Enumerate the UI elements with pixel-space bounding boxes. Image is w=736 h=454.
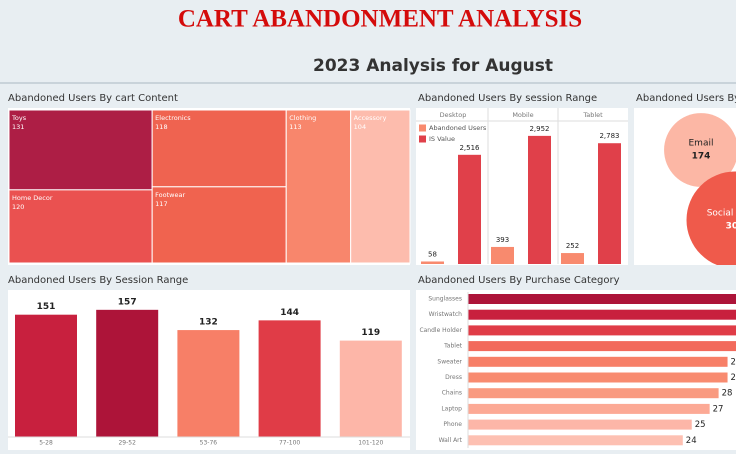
chart-title: Abandoned Users By Session Range (8, 275, 188, 286)
legend-swatch (419, 135, 426, 143)
bubble-label: Social Media (707, 209, 736, 219)
bar (561, 253, 584, 264)
legend-label: IS Value (429, 135, 455, 143)
cell-label: Home Decor (12, 194, 53, 202)
y-tick-label: Phone (443, 421, 462, 428)
y-tick-label: Candle Holder (419, 327, 462, 334)
chart: Desktop 58 2,516 Mobile 393 2,952 Tablet 252 2,7… (416, 108, 628, 264)
chart: Sunglasses35Wristwatch33Candle Holder32T… (419, 292, 736, 448)
bar (468, 388, 719, 399)
bar (468, 325, 736, 336)
bar (468, 309, 736, 320)
legend-swatch (419, 124, 426, 132)
bar (468, 403, 710, 414)
cell-label: Toys (11, 114, 27, 122)
bubble-value: 174 (692, 152, 711, 162)
x-tick-label: 5-28 (39, 440, 53, 447)
bar-label: 25 (695, 420, 706, 430)
cell-value: 120 (12, 203, 24, 211)
chart: 151 5-28 157 29-52 132 53-76 144 77-100 119 101-1… (8, 297, 410, 447)
bar-label: 252 (566, 242, 579, 250)
y-tick-label: Sunglasses (428, 296, 462, 303)
y-tick-label: Chains (442, 390, 462, 397)
cell-value: 117 (155, 200, 167, 208)
bar (468, 341, 736, 352)
bar (491, 246, 514, 264)
cell-label: Clothing (289, 114, 316, 122)
y-tick-label: Laptop (441, 405, 462, 412)
bar (15, 314, 77, 437)
x-tick-label: 101-120 (358, 440, 383, 447)
cell-label: Electronics (155, 114, 191, 122)
cell-label: Accessory (354, 114, 387, 122)
bar (177, 330, 240, 437)
chart-title: Abandoned Users By session Range (418, 93, 597, 104)
bar-label: 144 (280, 308, 299, 318)
x-tick-label: 53-76 (200, 440, 218, 447)
bar-label: 2,516 (459, 144, 480, 152)
bar (458, 154, 481, 264)
chart: Email 174 Social Media 300 (664, 113, 736, 265)
bar (598, 143, 621, 264)
x-tick-label: 29-52 (118, 440, 136, 447)
bar (468, 356, 728, 367)
y-tick-label: Sweater (437, 358, 462, 365)
treemap-cell (151, 186, 287, 264)
chart-title: Abandoned Users By (636, 93, 736, 104)
cell-label: Footwear (155, 191, 185, 199)
bar-label: 119 (361, 328, 380, 338)
treemap-cell (285, 109, 352, 264)
bar (468, 372, 728, 383)
column-header: Tablet (582, 111, 603, 119)
y-tick-label: Tablet (443, 343, 463, 350)
panel (416, 108, 628, 265)
bar-label: 29 (731, 373, 736, 383)
bar-label: 2,783 (599, 132, 619, 140)
bar-label: 393 (496, 236, 509, 244)
cell-value: 104 (354, 123, 366, 131)
bubble-label: Email (689, 139, 714, 149)
bar-label: 2,952 (529, 125, 549, 133)
treemap-cell (151, 109, 287, 188)
cell-value: 113 (289, 123, 301, 131)
bar-label: 28 (722, 389, 733, 399)
y-tick-label: Dress (445, 374, 462, 381)
treemap-cell (8, 109, 153, 191)
bar (528, 135, 551, 264)
chart-title: Abandoned Users By cart Content (8, 93, 178, 104)
bar (468, 419, 692, 430)
bar-label: 27 (713, 404, 724, 414)
legend-label: Abandoned Users (429, 124, 487, 132)
bar (339, 340, 402, 437)
y-tick-label: Wristwatch (429, 311, 463, 318)
bar-label: 132 (199, 318, 218, 328)
bar-label: 58 (428, 250, 437, 258)
bubble (664, 113, 736, 187)
bar (421, 261, 444, 264)
chart-title: Abandoned Users By Purchase Category (418, 275, 620, 286)
bar (468, 435, 683, 446)
treemap-cell (350, 109, 411, 264)
bubble (686, 171, 736, 265)
bar-label: 157 (118, 297, 137, 307)
bubble-value: 300 (726, 222, 736, 232)
column-header: Desktop (440, 111, 467, 119)
bar (258, 320, 321, 437)
column-header: Mobile (512, 111, 533, 119)
x-tick-label: 77-100 (279, 440, 300, 447)
bar-label: 24 (686, 436, 697, 446)
treemap-cell (8, 189, 153, 264)
y-tick-label: Wall Art (439, 437, 463, 444)
dashboard-subtitle: 2023 Analysis for August (313, 56, 553, 76)
bar (96, 309, 159, 437)
bar-label: 29 (731, 357, 736, 367)
cell-value: 118 (155, 123, 167, 131)
cell-value: 131 (12, 123, 24, 131)
bar-label: 151 (37, 302, 56, 312)
bar (468, 294, 736, 304)
dashboard-title: CART ABANDONMENT ANALYSIS (178, 6, 582, 33)
